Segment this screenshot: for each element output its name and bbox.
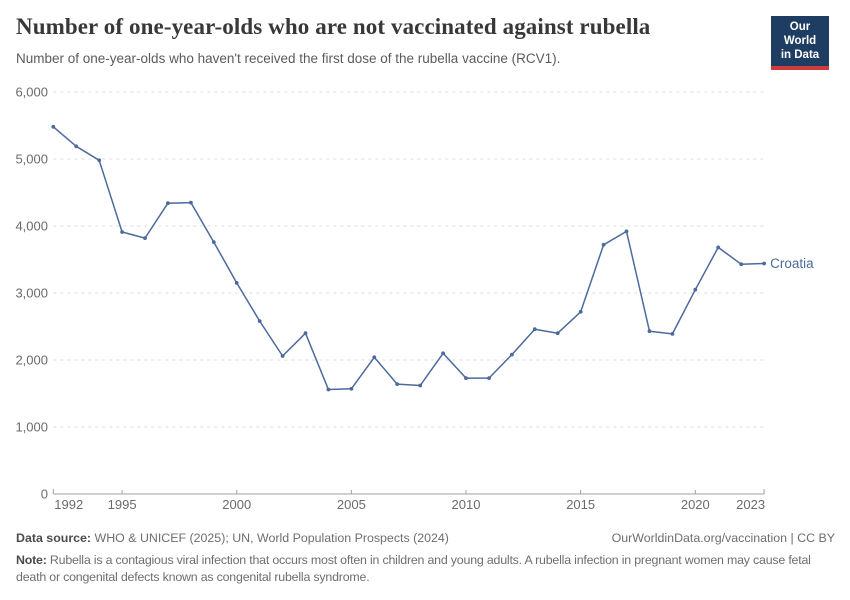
data-point-marker <box>693 287 698 292</box>
y-axis-label: 1,000 <box>15 420 48 435</box>
x-axis-label: 2010 <box>452 497 481 512</box>
data-point-marker <box>189 200 193 205</box>
footnote: Note: Rubella is a contagious viral infe… <box>16 552 835 586</box>
x-axis-label: 2023 <box>736 497 765 512</box>
data-point-marker <box>120 230 124 234</box>
data-point-marker <box>510 352 514 357</box>
y-axis-label: 2,000 <box>15 353 48 368</box>
data-point-marker <box>739 262 744 267</box>
data-source-text: WHO & UNICEF (2025); UN, World Populatio… <box>94 531 449 545</box>
data-point-marker <box>211 240 216 245</box>
data-point-marker <box>532 327 537 332</box>
owid-logo: Our World in Data <box>771 16 829 71</box>
x-axis-label: 2005 <box>337 497 366 512</box>
data-point-marker <box>670 332 675 336</box>
data-point-marker <box>234 281 239 285</box>
y-axis-label: 0 <box>41 487 48 502</box>
y-axis-label: 4,000 <box>15 219 48 234</box>
x-axis-label: 2000 <box>222 497 251 512</box>
data-point-marker <box>624 229 629 234</box>
data-point-marker <box>97 158 102 163</box>
data-point-marker <box>578 309 583 314</box>
series-end-label: Croatia <box>770 256 814 271</box>
data-point-marker <box>555 331 560 336</box>
data-point-marker <box>464 376 468 380</box>
data-source-line: Data source: WHO & UNICEF (2025); UN, Wo… <box>16 530 449 547</box>
owid-license-link[interactable]: OurWorldinData.org/vaccination | CC BY <box>611 531 835 545</box>
owid-logo-line2: in Data <box>780 48 820 61</box>
y-axis-label: 6,000 <box>15 85 48 100</box>
data-point-marker <box>326 387 331 392</box>
x-axis-label: 1992 <box>54 497 83 512</box>
data-point-marker <box>280 354 285 358</box>
x-axis-label: 2020 <box>681 497 710 512</box>
x-axis-label: 2015 <box>566 497 595 512</box>
data-point-marker <box>487 376 491 380</box>
data-point-marker <box>74 144 79 149</box>
chart-subtitle: Number of one-year-olds who haven't rece… <box>16 51 561 66</box>
page-title: Number of one-year-olds who are not vacc… <box>16 14 651 39</box>
data-point-marker <box>647 329 652 334</box>
data-point-marker <box>143 236 147 241</box>
data-point-marker <box>257 319 262 323</box>
data-source-label: Data source: <box>16 531 92 545</box>
data-point-marker <box>372 355 377 360</box>
data-point-marker <box>716 245 721 250</box>
data-point-marker <box>166 201 170 206</box>
owid-logo-line1: Our World <box>783 21 817 47</box>
data-point-marker <box>441 351 445 356</box>
data-point-marker <box>349 386 354 391</box>
chart-canvas: 0 1,000 2,000 3,000 4,000 5,000 6,000 1992 1995 2… <box>15 85 814 513</box>
y-axis-label: 3,000 <box>15 286 48 301</box>
data-point-marker <box>51 124 56 129</box>
data-point-marker <box>395 382 400 386</box>
data-point-marker <box>601 242 606 247</box>
data-point-marker <box>303 331 308 336</box>
chart-footer: Data source: WHO & UNICEF (2025); UN, Wo… <box>16 530 835 586</box>
note-label: Note: <box>16 553 47 568</box>
series-line-croatia <box>52 126 765 391</box>
y-axis-label: 5,000 <box>15 152 48 167</box>
note-text: Rubella is a contagious viral infection … <box>16 553 811 585</box>
x-axis-label: 1995 <box>108 497 137 512</box>
data-point-marker <box>418 383 423 388</box>
data-point-marker <box>762 261 766 266</box>
